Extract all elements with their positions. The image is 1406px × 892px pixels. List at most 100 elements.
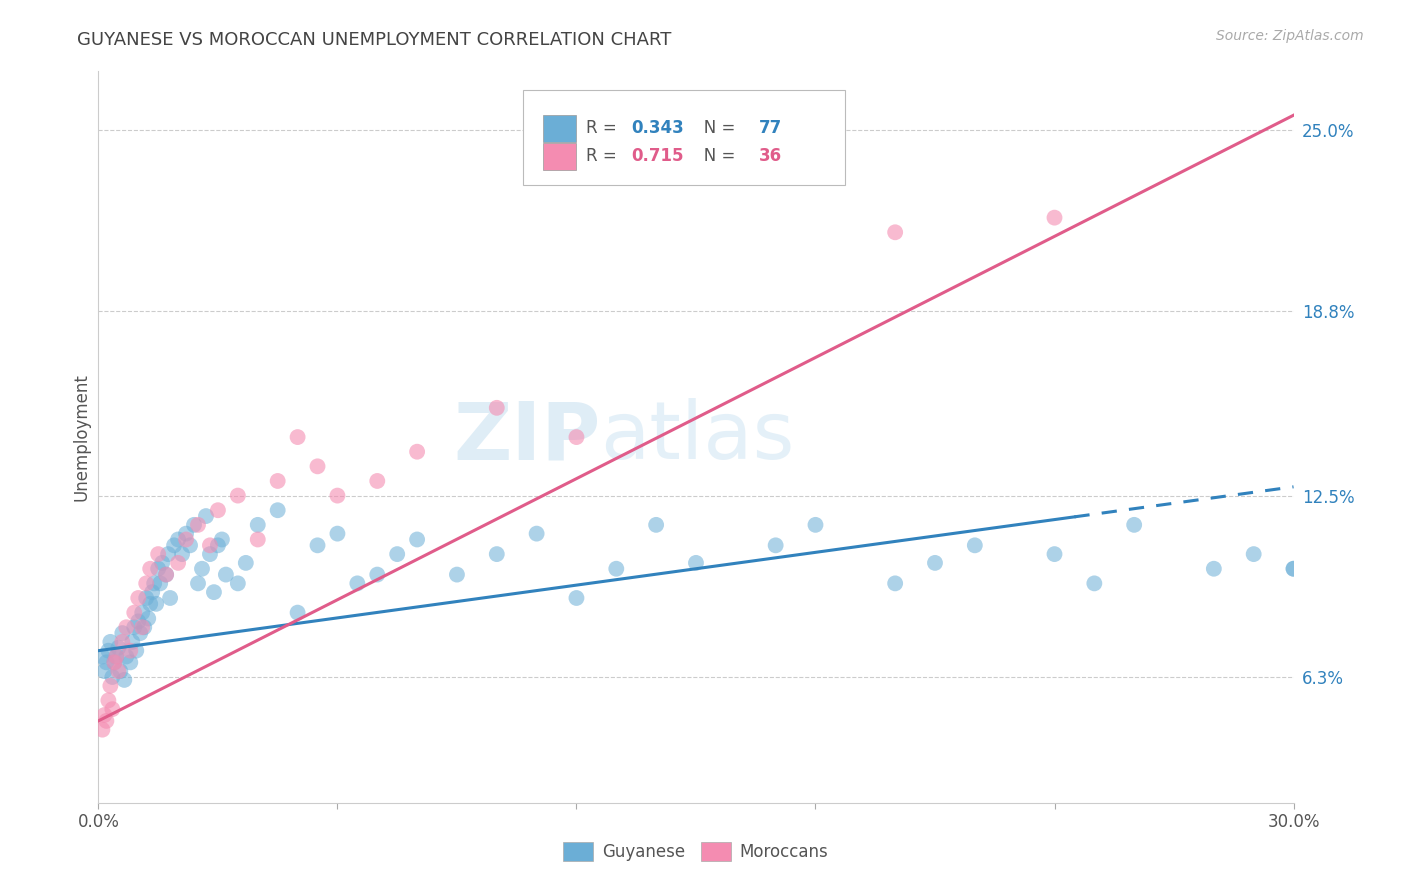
- Point: [187, 576, 209, 591]
- Point: [267, 474, 290, 488]
- Point: [105, 649, 128, 664]
- Point: [287, 606, 309, 620]
- Bar: [543, 114, 576, 143]
- Point: [1243, 547, 1265, 561]
- Point: [125, 643, 148, 657]
- Point: [307, 538, 329, 552]
- Text: R =: R =: [586, 147, 621, 166]
- Point: [163, 538, 186, 552]
- Point: [103, 656, 125, 670]
- Point: [963, 538, 986, 552]
- Point: [385, 547, 409, 561]
- Point: [326, 526, 349, 541]
- Text: N =: N =: [688, 147, 740, 166]
- Point: [804, 517, 827, 532]
- Point: [101, 702, 124, 716]
- Point: [1043, 547, 1066, 561]
- Point: [135, 591, 157, 605]
- Point: [207, 538, 229, 552]
- Point: [187, 517, 209, 532]
- Bar: [543, 143, 576, 170]
- Point: [246, 533, 269, 547]
- Text: atlas: atlas: [600, 398, 794, 476]
- Point: [136, 611, 159, 625]
- Point: [155, 567, 177, 582]
- Point: [167, 533, 190, 547]
- Point: [195, 509, 218, 524]
- Point: [148, 562, 170, 576]
- Point: [565, 430, 588, 444]
- Point: [346, 576, 368, 591]
- Point: [202, 585, 225, 599]
- Point: [120, 656, 142, 670]
- Point: [127, 615, 149, 629]
- Point: [91, 723, 114, 737]
- Point: [326, 489, 349, 503]
- Point: [565, 591, 588, 605]
- Point: [134, 620, 156, 634]
- Point: [485, 401, 508, 415]
- Text: 0.343: 0.343: [631, 120, 685, 137]
- Point: [105, 649, 128, 664]
- Point: [267, 503, 290, 517]
- Point: [148, 547, 170, 561]
- Point: [129, 626, 152, 640]
- Point: [115, 620, 138, 634]
- Point: [157, 547, 180, 561]
- Point: [124, 620, 146, 634]
- Point: [131, 620, 153, 634]
- Point: [174, 533, 197, 547]
- Text: ZIP: ZIP: [453, 398, 600, 476]
- Point: [198, 538, 221, 552]
- Point: [149, 576, 172, 591]
- Point: [93, 664, 115, 678]
- Point: [111, 626, 134, 640]
- Point: [111, 635, 134, 649]
- Text: 36: 36: [759, 147, 782, 166]
- Point: [150, 556, 173, 570]
- Legend: Guyanese, Moroccans: Guyanese, Moroccans: [557, 835, 835, 868]
- Point: [179, 538, 201, 552]
- Text: N =: N =: [688, 120, 740, 137]
- Point: [115, 649, 138, 664]
- Point: [406, 444, 429, 458]
- Point: [141, 585, 163, 599]
- Point: [1043, 211, 1066, 225]
- Point: [246, 517, 269, 532]
- Point: [145, 597, 167, 611]
- Point: [1083, 576, 1105, 591]
- Point: [124, 606, 146, 620]
- Point: [287, 430, 309, 444]
- Point: [98, 635, 122, 649]
- Point: [135, 576, 157, 591]
- Point: [526, 526, 548, 541]
- Point: [155, 567, 177, 582]
- Y-axis label: Unemployment: Unemployment: [72, 373, 90, 501]
- FancyBboxPatch shape: [523, 90, 845, 185]
- Point: [226, 576, 249, 591]
- Point: [1202, 562, 1225, 576]
- Point: [446, 567, 468, 582]
- Point: [107, 640, 129, 655]
- Point: [103, 656, 125, 670]
- Point: [127, 591, 149, 605]
- Point: [167, 556, 190, 570]
- Point: [645, 517, 668, 532]
- Point: [235, 556, 257, 570]
- Point: [97, 693, 120, 707]
- Point: [174, 526, 197, 541]
- Point: [96, 656, 118, 670]
- Point: [366, 474, 388, 488]
- Point: [1282, 562, 1305, 576]
- Point: [226, 489, 249, 503]
- Point: [406, 533, 429, 547]
- Point: [107, 664, 129, 678]
- Point: [207, 503, 229, 517]
- Point: [183, 517, 205, 532]
- Point: [101, 670, 124, 684]
- Point: [884, 576, 907, 591]
- Text: 77: 77: [759, 120, 783, 137]
- Point: [765, 538, 787, 552]
- Point: [120, 643, 142, 657]
- Point: [191, 562, 214, 576]
